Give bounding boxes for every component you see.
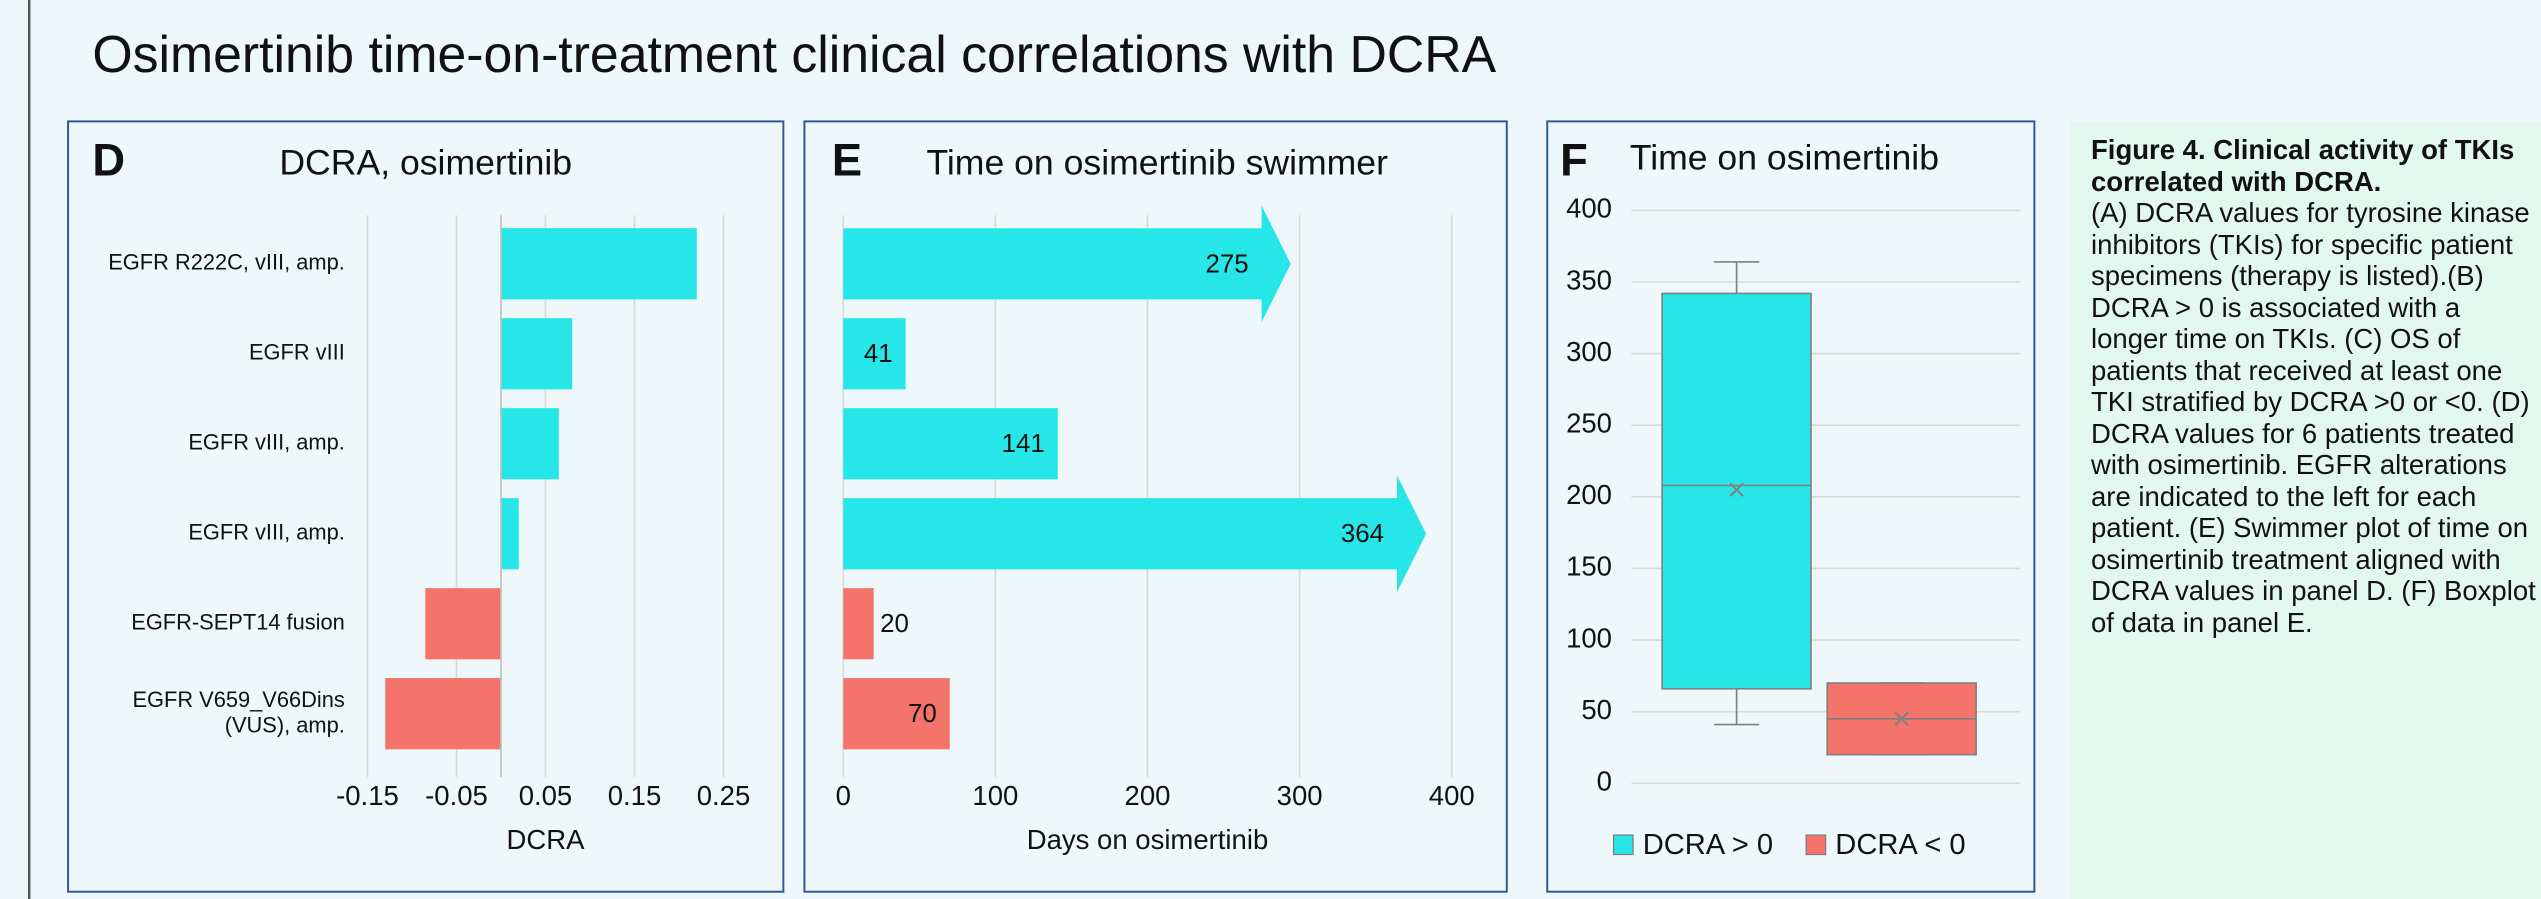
x-tick-label: 0 [836,780,851,811]
swimmer-bar [843,588,874,660]
data-label: 20 [880,610,909,638]
bar [500,408,559,480]
data-label: 41 [864,340,893,368]
swimmer-bar [843,408,1058,480]
panel-frame [67,120,785,893]
x-tick-label: -0.15 [336,780,399,811]
category-label: EGFR vIII, amp. [188,430,344,455]
y-tick-label: 50 [1581,694,1612,725]
y-tick-label: 0 [1597,766,1612,797]
data-label: 275 [1205,250,1248,278]
chart-title: Time on osimertinib [1630,138,1939,178]
y-tick-label: 400 [1566,193,1612,224]
x-tick-label: 100 [972,780,1018,811]
data-label: 364 [1341,520,1384,548]
panel-frame [803,120,1508,893]
y-tick-label: 200 [1566,479,1612,510]
category-label: EGFR V659_V66Dins (VUS), amp. [132,687,344,738]
x-tick-label: 200 [1125,780,1171,811]
chart-title: DCRA, osimertinib [279,142,572,182]
data-label: 70 [908,700,937,728]
panel-letter: E [832,134,862,185]
legend-label: DCRA > 0 [1643,829,1773,861]
bar [500,318,573,390]
caption-heading: Figure 4. Clinical activity of TKIs corr… [2091,134,2515,197]
bar [385,678,501,750]
category-label: EGFR R222C, vIII, amp. [108,250,345,275]
chart-title: Time on osimertinib swimmer [926,142,1388,182]
x-axis-title: DCRA [507,824,586,855]
caption: Figure 4. Clinical activity of TKIs corr… [2071,122,2541,899]
swimmer-bar [843,475,1427,592]
page-title: Osimertinib time-on-treatment clinical c… [92,25,1496,83]
x-axis-title: Days on osimertinib [1027,824,1268,855]
panel-letter: F [1560,134,1588,185]
panel-letter: D [92,134,125,185]
swimmer-bar [843,318,906,390]
y-tick-label: 300 [1566,336,1612,367]
x-tick-label: 0.05 [519,780,573,811]
data-label: 141 [1002,430,1045,458]
bar [500,498,519,570]
category-label: EGFR-SEPT14 fusion [131,609,345,634]
swimmer-bar [843,205,1291,323]
y-tick-label: 100 [1566,622,1612,653]
x-tick-label: -0.05 [425,780,488,811]
bar [425,588,501,660]
box [1661,292,1812,690]
panel-frame [1546,120,2036,893]
y-tick-label: 150 [1566,551,1612,582]
mean-marker [1729,482,1744,497]
swimmer-bar [843,678,950,750]
x-tick-label: 400 [1429,780,1475,811]
bar [500,228,697,300]
caption-text: (A) DCRA values for tyrosine kinase inhi… [2091,197,2536,638]
y-tick-label: 250 [1566,407,1612,438]
y-tick-label: 350 [1566,264,1612,295]
legend-swatch [1805,834,1827,856]
x-tick-label: 0.15 [608,780,662,811]
category-label: EGFR vIII [249,340,345,365]
legend-swatch [1612,834,1634,856]
legend-label: DCRA < 0 [1835,829,1965,861]
x-tick-label: 0.25 [697,780,751,811]
x-tick-label: 300 [1277,780,1323,811]
mean-marker [1894,711,1909,726]
category-label: EGFR vIII, amp. [188,520,344,545]
